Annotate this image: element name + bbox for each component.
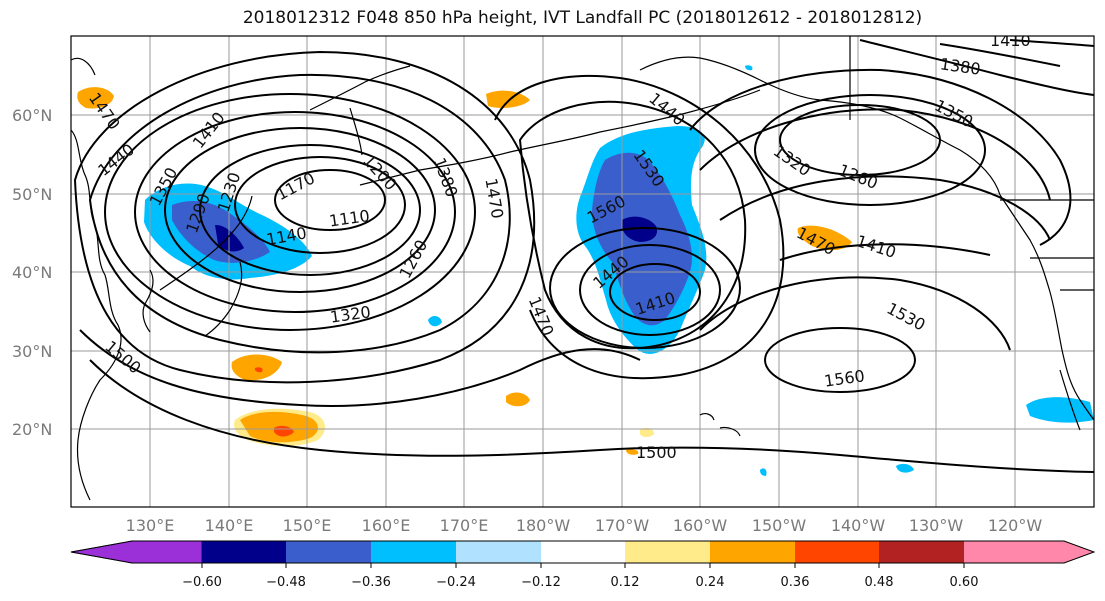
coast-baja	[1059, 369, 1081, 431]
colorbar-arrow-right	[964, 541, 1094, 563]
colorbar: −0.60 −0.48 −0.36 −0.24 −0.12 0.12 0.24 …	[70, 540, 1096, 590]
colorbar-segment	[371, 541, 456, 563]
longitude-label: 130°W	[909, 516, 964, 535]
ivt-area-small-2	[896, 463, 914, 473]
colorbar-tick-label: 0.12	[611, 575, 640, 590]
ivt-negative-areas	[144, 65, 1094, 476]
colorbar-tick-label: −0.24	[436, 575, 476, 590]
coast-kamchatka	[309, 65, 411, 156]
ivt-pos-area-9	[626, 449, 639, 455]
colorbar-segment	[710, 541, 795, 563]
map-frame	[70, 35, 1095, 508]
ivt-pos-area-1	[77, 87, 114, 109]
contour-label: 1410	[990, 31, 1031, 50]
ivt-positive-areas	[77, 87, 852, 455]
colorbar-segment	[879, 541, 964, 563]
ivt-pos-area-3	[797, 225, 852, 251]
longitude-label: 180°W	[516, 516, 571, 535]
colorbar-tick-label: −0.60	[182, 575, 222, 590]
longitude-labels: 130°E 140°E 150°E 160°E 170°E 180°W 170°…	[126, 516, 1043, 535]
ivt-area-small-1	[428, 316, 442, 327]
coastlines	[71, 36, 1094, 501]
longitude-label: 170°E	[440, 516, 489, 535]
coast-asia	[71, 57, 122, 501]
colorbar-tick-label: −0.12	[521, 575, 561, 590]
ivt-area-pacific-core	[621, 216, 658, 242]
longitude-label: 140°W	[831, 516, 886, 535]
longitude-label: 160°E	[362, 516, 411, 535]
latitude-label: 50°N	[12, 185, 52, 204]
colorbar-tick-label: −0.36	[351, 575, 391, 590]
coast-korea	[142, 269, 154, 333]
latitude-label: 40°N	[12, 263, 52, 282]
longitude-label: 150°E	[283, 516, 332, 535]
longitude-label: 160°W	[673, 516, 728, 535]
colorbar-tick-label: 0.36	[781, 575, 810, 590]
coast-north-america	[999, 194, 1094, 421]
latitude-labels: 60°N 50°N 40°N 30°N 20°N	[12, 106, 52, 439]
borders-na	[849, 36, 1094, 291]
coast-japan	[159, 195, 253, 337]
longitude-label: 170°W	[595, 516, 650, 535]
ivt-pos-area-8	[640, 427, 654, 437]
colorbar-segment	[202, 541, 286, 563]
latitude-label: 30°N	[12, 342, 52, 361]
ivt-area-small-4	[745, 65, 753, 71]
colorbar-segment	[795, 541, 879, 563]
graticule	[71, 36, 1094, 507]
colorbar-segment	[625, 541, 710, 563]
height-contours	[73, 39, 1094, 473]
contour-label: 1500	[636, 443, 677, 462]
coast-aleutians	[359, 89, 761, 186]
colorbar-segment	[541, 541, 625, 563]
latitude-label: 60°N	[12, 106, 52, 125]
longitude-label: 120°W	[988, 516, 1043, 535]
coast-hawaii	[699, 413, 741, 437]
colorbar-tick-label: 0.24	[696, 575, 725, 590]
colorbar-segments	[70, 540, 1096, 568]
ivt-area-small-3	[760, 468, 767, 476]
map-title: 2018012312 F048 850 hPa height, IVT Land…	[242, 8, 923, 28]
colorbar-tick-label: −0.48	[266, 575, 306, 590]
colorbar-tick-label: 0.60	[950, 575, 979, 590]
colorbar-segment	[456, 541, 541, 563]
longitude-label: 140°E	[205, 516, 254, 535]
ivt-pos-area-7	[506, 392, 530, 407]
colorbar-arrow-left	[70, 540, 203, 564]
ivt-pos-area-4	[231, 354, 282, 381]
colorbar-segment	[286, 541, 371, 563]
longitude-label: 130°E	[126, 516, 175, 535]
colorbar-outline	[70, 540, 1096, 564]
ivt-pos-area-2	[486, 90, 530, 108]
ivt-area-east-pacific	[1026, 397, 1094, 423]
latitude-label: 20°N	[12, 420, 52, 439]
colorbar-tick-labels: −0.60 −0.48 −0.36 −0.24 −0.12 0.12 0.24 …	[182, 575, 978, 590]
ivt-pos-area-5	[254, 367, 263, 373]
longitude-label: 150°W	[752, 516, 807, 535]
colorbar-tick-label: 0.48	[865, 575, 894, 590]
